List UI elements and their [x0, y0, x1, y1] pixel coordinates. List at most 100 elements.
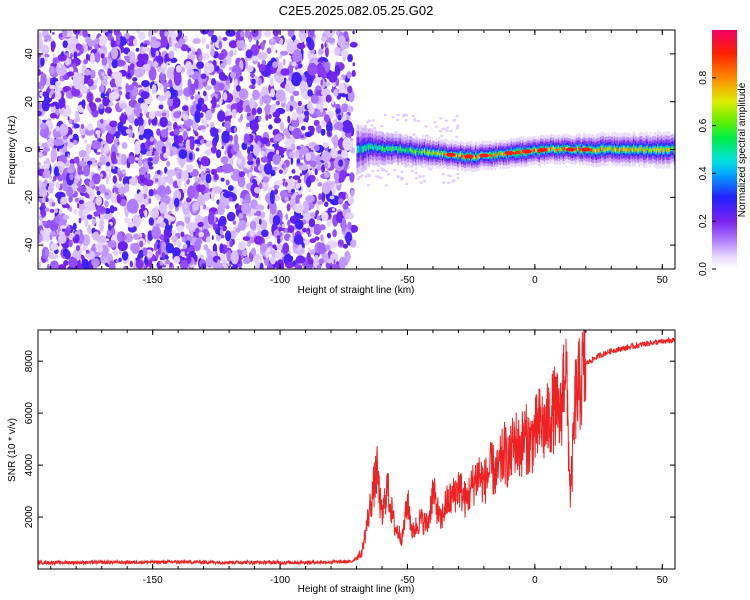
- heatmap-cell: [379, 176, 383, 180]
- heatmap-cell: [227, 185, 234, 192]
- heatmap-cell: [106, 229, 112, 238]
- heatmap-cell: [49, 85, 56, 90]
- heatmap-cell: [192, 201, 200, 211]
- heatmap-cell: [179, 157, 185, 169]
- heatmap-cell: [382, 146, 384, 151]
- heatmap-cell: [518, 150, 521, 154]
- heatmap-cell: [73, 51, 78, 60]
- heatmap-cell: [50, 231, 56, 237]
- heatmap-cell: [161, 145, 167, 154]
- heatmap-cell: [173, 71, 182, 86]
- y-tick-label: -20: [24, 190, 35, 205]
- heatmap-cell: [55, 181, 61, 190]
- heatmap-cell: [79, 85, 88, 94]
- heatmap-cell: [135, 30, 141, 34]
- y-tick-label: 4000: [24, 454, 35, 477]
- heatmap-cell: [50, 42, 55, 53]
- heatmap-cell: [342, 137, 354, 151]
- heatmap-cell: [38, 38, 44, 52]
- heatmap-cell: [72, 62, 77, 69]
- heatmap-cell: [86, 214, 93, 220]
- heatmap-cell: [68, 206, 73, 212]
- heatmap-cell: [97, 35, 108, 47]
- heatmap-cell: [321, 151, 332, 162]
- heatmap-cell: [134, 140, 141, 155]
- heatmap-cell: [522, 149, 533, 154]
- heatmap-cell: [307, 89, 313, 97]
- heatmap-cell: [343, 243, 348, 249]
- heatmap-cell: [158, 71, 167, 84]
- heatmap-cell: [78, 150, 87, 158]
- heatmap-cell: [96, 235, 107, 244]
- heatmap-cell: [555, 147, 558, 151]
- heatmap-cell: [217, 53, 225, 61]
- heatmap-cell: [356, 146, 359, 154]
- heatmap-cell: [219, 228, 224, 235]
- heatmap-cell: [157, 95, 167, 102]
- heatmap-cell: [194, 240, 201, 252]
- heatmap-cell: [325, 94, 332, 103]
- heatmap-cell: [445, 129, 449, 132]
- heatmap-cell: [148, 66, 157, 81]
- heatmap-cell: [418, 149, 421, 153]
- heatmap-cell: [255, 210, 262, 217]
- heatmap-cell: [658, 148, 661, 153]
- heatmap-cell: [39, 200, 43, 204]
- heatmap-cell: [396, 174, 400, 178]
- heatmap-cell: [185, 61, 192, 70]
- heatmap-cell: [85, 143, 92, 155]
- heatmap-cell: [52, 57, 58, 64]
- heatmap-cell: [349, 42, 358, 48]
- heatmap-cell: [400, 178, 404, 181]
- heatmap-cell: [419, 181, 423, 184]
- heatmap-cell: [89, 191, 95, 202]
- heatmap-cell: [290, 157, 294, 165]
- heatmap-cell: [320, 128, 326, 136]
- heatmap-cell: [186, 253, 192, 265]
- heatmap-cell: [308, 171, 312, 176]
- heatmap-cell: [102, 212, 113, 220]
- heatmap-cell: [273, 117, 282, 124]
- heatmap-cell: [46, 137, 56, 147]
- heatmap-cell: [561, 147, 564, 151]
- heatmap-cell: [173, 256, 181, 264]
- heatmap-cell: [123, 234, 127, 241]
- heatmap-cell: [296, 145, 301, 150]
- heatmap-cell: [440, 150, 443, 155]
- y-tick-label: 8000: [24, 350, 35, 373]
- heatmap-cell: [254, 216, 260, 222]
- heatmap-cell: [208, 191, 211, 195]
- heatmap-cell: [42, 91, 48, 98]
- heatmap-cell: [165, 243, 175, 254]
- heatmap-cell: [435, 151, 438, 156]
- heatmap-cell: [199, 139, 205, 144]
- heatmap-cell: [287, 225, 295, 234]
- heatmap-cell: [211, 96, 217, 109]
- heatmap-cell: [335, 107, 341, 115]
- heatmap-cell: [364, 175, 368, 178]
- heatmap-cell: [424, 149, 426, 153]
- heatmap-cell: [306, 103, 313, 110]
- heatmap-cell: [304, 238, 311, 246]
- heatmap-cell: [249, 220, 257, 230]
- heatmap-cell: [350, 239, 357, 248]
- heatmap-cell: [153, 111, 161, 117]
- heatmap-cell: [186, 69, 195, 76]
- heatmap-cell: [370, 143, 373, 149]
- heatmap-cell: [295, 255, 306, 264]
- heatmap-cell: [173, 121, 178, 131]
- heatmap-cell: [140, 204, 146, 210]
- heatmap-cell: [430, 152, 433, 156]
- heatmap-cell: [82, 105, 86, 110]
- x-tick-label: -100: [270, 575, 290, 586]
- spectrogram-panel: -150 -100 -50 0 50 -40 -20 0 20 40 Height of str…: [7, 29, 676, 296]
- heatmap-cell: [321, 164, 326, 173]
- spectrogram-y-ticks: -40 -20 0 20 40: [24, 48, 675, 252]
- heatmap-cell: [366, 183, 371, 187]
- heatmap-cell: [617, 149, 620, 153]
- heatmap-cell: [103, 75, 109, 80]
- heatmap-cell: [177, 239, 182, 248]
- heatmap-cell: [53, 175, 57, 181]
- heatmap-cell: [254, 186, 261, 194]
- heatmap-cell: [251, 78, 256, 86]
